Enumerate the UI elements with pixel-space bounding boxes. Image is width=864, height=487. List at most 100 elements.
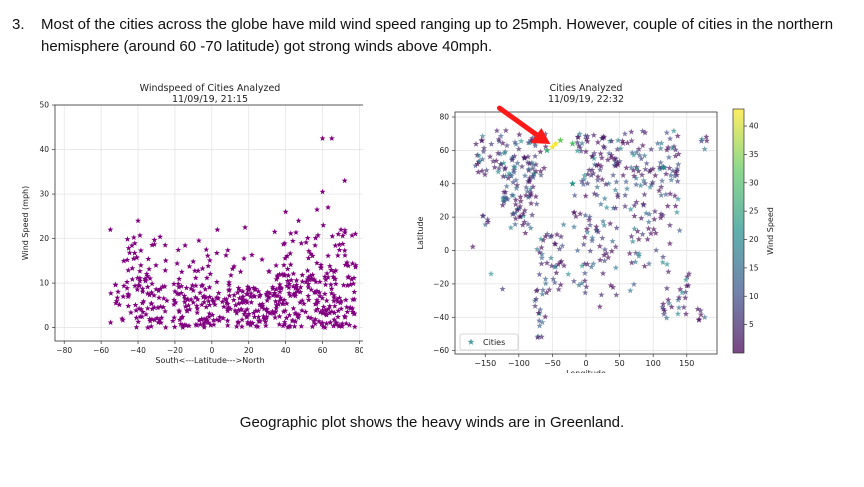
city-point [580, 241, 587, 248]
y-tick-label: 80 [439, 113, 449, 122]
city-point [631, 212, 638, 219]
city-point [493, 157, 500, 164]
data-point [272, 314, 279, 321]
city-point [621, 203, 629, 209]
city-point [552, 263, 559, 270]
data-point [148, 323, 155, 329]
data-point [281, 240, 288, 246]
city-point [674, 195, 682, 202]
city-point [600, 143, 607, 150]
data-point [264, 309, 271, 315]
city-point [657, 159, 664, 166]
city-point [647, 166, 654, 173]
city-point [502, 164, 509, 171]
city-point [664, 202, 671, 209]
city-point [532, 193, 540, 200]
data-point [276, 271, 283, 277]
city-point [574, 247, 581, 254]
data-point [235, 318, 242, 325]
city-point [542, 143, 549, 150]
city-point [576, 130, 583, 137]
data-point [235, 307, 242, 313]
y-tick-label: 20 [439, 213, 449, 222]
data-point [246, 285, 253, 292]
city-point [652, 229, 659, 236]
data-point [197, 289, 204, 296]
city-point [674, 178, 681, 185]
data-point [242, 224, 249, 230]
city-point [584, 260, 591, 267]
city-point [480, 148, 487, 155]
data-point [176, 307, 182, 314]
city-point [677, 286, 684, 293]
city-point [507, 171, 514, 178]
data-point [319, 307, 326, 313]
city-point [634, 228, 641, 234]
data-point [198, 301, 205, 308]
city-point [511, 164, 519, 171]
city-point [636, 250, 643, 257]
city-point [555, 261, 562, 268]
data-point [351, 274, 357, 281]
city-point [505, 170, 513, 177]
city-point [511, 139, 519, 146]
city-point [581, 269, 589, 276]
city-point [593, 223, 600, 230]
city-point [599, 218, 607, 225]
data-point [338, 298, 345, 304]
city-point [638, 155, 645, 162]
city-point [613, 178, 620, 185]
city-point [601, 144, 608, 151]
city-point [661, 307, 668, 314]
x-tick-label: −100 [508, 359, 530, 368]
city-point [525, 194, 532, 201]
data-point [269, 285, 276, 292]
city-point [648, 146, 655, 153]
data-point [307, 272, 314, 279]
data-point [232, 302, 239, 308]
city-point [632, 258, 639, 265]
city-point [542, 313, 549, 320]
data-point [312, 316, 319, 322]
x-tick-label: −20 [167, 346, 183, 355]
city-point [551, 240, 558, 247]
data-point [181, 292, 188, 299]
data-point [136, 278, 143, 284]
data-point [107, 319, 114, 326]
city-point [536, 322, 543, 329]
city-point [628, 137, 635, 144]
city-point [670, 143, 678, 150]
city-point [529, 211, 536, 218]
city-point [539, 286, 547, 293]
city-point [558, 258, 565, 265]
data-point [144, 305, 151, 311]
data-point [292, 285, 299, 291]
city-point [641, 191, 648, 198]
city-point [533, 200, 540, 207]
city-point [604, 156, 611, 163]
data-point [317, 309, 324, 315]
city-point [479, 156, 486, 163]
data-point [186, 306, 193, 312]
data-point [140, 298, 147, 304]
data-point [137, 262, 144, 268]
data-point [182, 242, 189, 248]
city-point [502, 172, 509, 179]
city-point [516, 203, 524, 210]
data-point [245, 320, 251, 327]
city-point [510, 169, 518, 176]
data-point [289, 237, 296, 244]
city-point [556, 245, 563, 252]
city-point [526, 160, 533, 167]
city-point [598, 291, 605, 298]
city-point [553, 269, 560, 276]
data-point [342, 314, 349, 320]
city-point [703, 133, 710, 140]
data-point [309, 271, 316, 278]
data-point [304, 276, 311, 282]
data-point [133, 314, 140, 321]
data-point [129, 265, 136, 271]
city-point [495, 165, 503, 172]
city-point [630, 151, 637, 158]
